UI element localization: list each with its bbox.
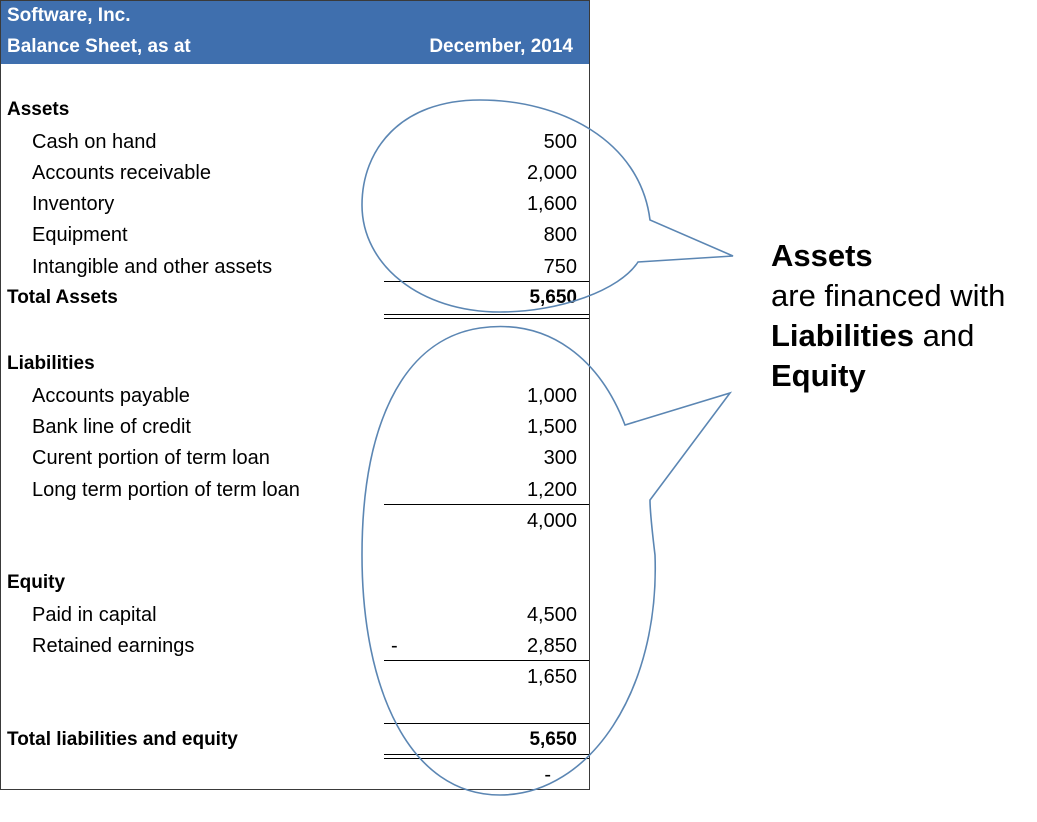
row-label: Equipment xyxy=(32,224,128,246)
callout-text: Assets are financed with Liabilities and… xyxy=(771,236,1005,396)
company-name: Software, Inc. xyxy=(7,5,131,26)
balance-sheet: Software, Inc. Balance Sheet, as at Dece… xyxy=(0,0,590,790)
total-le-label: Total liabilities and equity xyxy=(7,729,238,750)
row-label: Cash on hand xyxy=(32,131,157,153)
negative-sign: - xyxy=(391,635,398,657)
callout-equity: Equity xyxy=(771,358,866,393)
liabilities-equity-speech-bubble xyxy=(361,325,733,796)
row-label: Intangible and other assets xyxy=(32,256,273,278)
table-row: Curent portion of term loan 300 xyxy=(1,444,589,472)
double-rule-top xyxy=(384,754,589,755)
check-value: - xyxy=(544,764,551,786)
row-value: 1,000 xyxy=(526,385,577,407)
row-label: Bank line of credit xyxy=(32,416,191,438)
row-label: Long term portion of term loan xyxy=(32,479,300,501)
assets-heading: Assets xyxy=(7,99,70,120)
row-value: 2,000 xyxy=(526,162,577,184)
liabilities-subtotal: 4,000 xyxy=(526,510,577,532)
total-assets-label: Total Assets xyxy=(7,287,118,308)
callout-liabilities-line: Liabilities and xyxy=(771,316,1005,356)
table-row: Equipment 800 xyxy=(1,221,589,249)
row-value: 500 xyxy=(543,131,577,153)
row-value: 750 xyxy=(543,256,577,278)
subtotal-rule xyxy=(384,281,589,282)
row-value: 300 xyxy=(543,447,577,469)
liabilities-heading-row: Liabilities xyxy=(1,350,589,378)
table-row: Inventory 1,600 xyxy=(1,190,589,218)
row-value: 1,500 xyxy=(526,416,577,438)
row-value: 800 xyxy=(543,224,577,246)
total-assets-value: 5,650 xyxy=(529,287,577,308)
sheet-header: Software, Inc. Balance Sheet, as at Dece… xyxy=(1,1,589,64)
sheet-date: December, 2014 xyxy=(429,36,573,57)
table-row: Long term portion of term loan 1,200 xyxy=(1,476,589,504)
total-assets-row: Total Assets 5,650 xyxy=(1,284,589,312)
equity-heading: Equity xyxy=(7,572,66,593)
equity-subtotal: 1,650 xyxy=(526,666,577,688)
subtotal-rule xyxy=(384,504,589,505)
row-value: 1,200 xyxy=(526,479,577,501)
total-le-row: Total liabilities and equity 5,650 xyxy=(1,726,589,754)
equity-subtotal-row: 1,650 xyxy=(1,663,589,691)
row-label: Inventory xyxy=(32,193,115,215)
assets-heading-row: Assets xyxy=(1,96,589,124)
table-row: Retained earnings - 2,850 xyxy=(1,632,589,660)
assets-speech-bubble xyxy=(361,99,734,313)
double-rule-top xyxy=(384,314,589,315)
total-rule xyxy=(384,723,589,724)
row-label: Retained earnings xyxy=(32,635,195,657)
double-rule-bottom xyxy=(384,318,589,319)
row-value: 1,600 xyxy=(526,193,577,215)
double-rule-bottom xyxy=(384,758,589,759)
equity-heading-row: Equity xyxy=(1,569,589,597)
row-label: Paid in capital xyxy=(32,604,157,626)
table-row: Bank line of credit 1,500 xyxy=(1,413,589,441)
callout-liabilities: Liabilities xyxy=(771,318,914,353)
liabilities-subtotal-row: 4,000 xyxy=(1,507,589,535)
callout-financed: are financed with xyxy=(771,278,1006,313)
total-le-value: 5,650 xyxy=(529,729,577,750)
row-value: 2,850 xyxy=(526,635,577,657)
row-value: 4,500 xyxy=(526,604,577,626)
callout-assets: Assets xyxy=(771,238,873,273)
row-label: Curent portion of term loan xyxy=(32,447,270,469)
row-label: Accounts payable xyxy=(32,385,190,407)
callout-and: and xyxy=(913,318,975,353)
check-row: - xyxy=(1,761,589,789)
table-row: Accounts payable 1,000 xyxy=(1,382,589,410)
table-row: Accounts receivable 2,000 xyxy=(1,159,589,187)
row-label: Accounts receivable xyxy=(32,162,211,184)
liabilities-heading: Liabilities xyxy=(7,353,95,374)
table-row: Cash on hand 500 xyxy=(1,128,589,156)
subtotal-rule xyxy=(384,660,589,661)
table-row: Paid in capital 4,500 xyxy=(1,601,589,629)
table-row: Intangible and other assets 750 xyxy=(1,253,589,281)
sheet-subtitle: Balance Sheet, as at xyxy=(7,36,191,57)
